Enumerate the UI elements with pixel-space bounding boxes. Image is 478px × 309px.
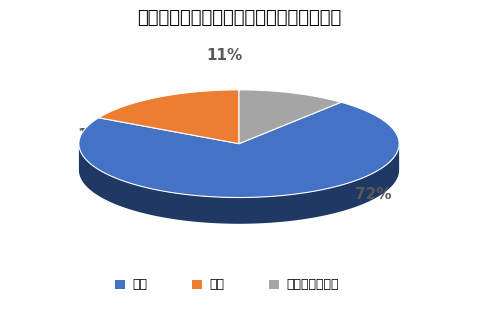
Text: 不満: 不満: [209, 278, 224, 291]
Bar: [269, 280, 279, 289]
Text: どちらでもない: どちらでもない: [286, 278, 339, 291]
Text: 72%: 72%: [355, 187, 391, 202]
Bar: [192, 280, 202, 289]
Polygon shape: [98, 90, 239, 144]
Polygon shape: [239, 90, 341, 144]
Polygon shape: [79, 144, 399, 224]
Polygon shape: [79, 102, 399, 197]
Text: アテンザワゴンのインテリアの満足度調査: アテンザワゴンのインテリアの満足度調査: [137, 9, 341, 27]
Text: 17%: 17%: [77, 129, 114, 143]
Bar: [115, 280, 125, 289]
Text: 満足: 満足: [132, 278, 147, 291]
Text: 11%: 11%: [206, 48, 243, 63]
